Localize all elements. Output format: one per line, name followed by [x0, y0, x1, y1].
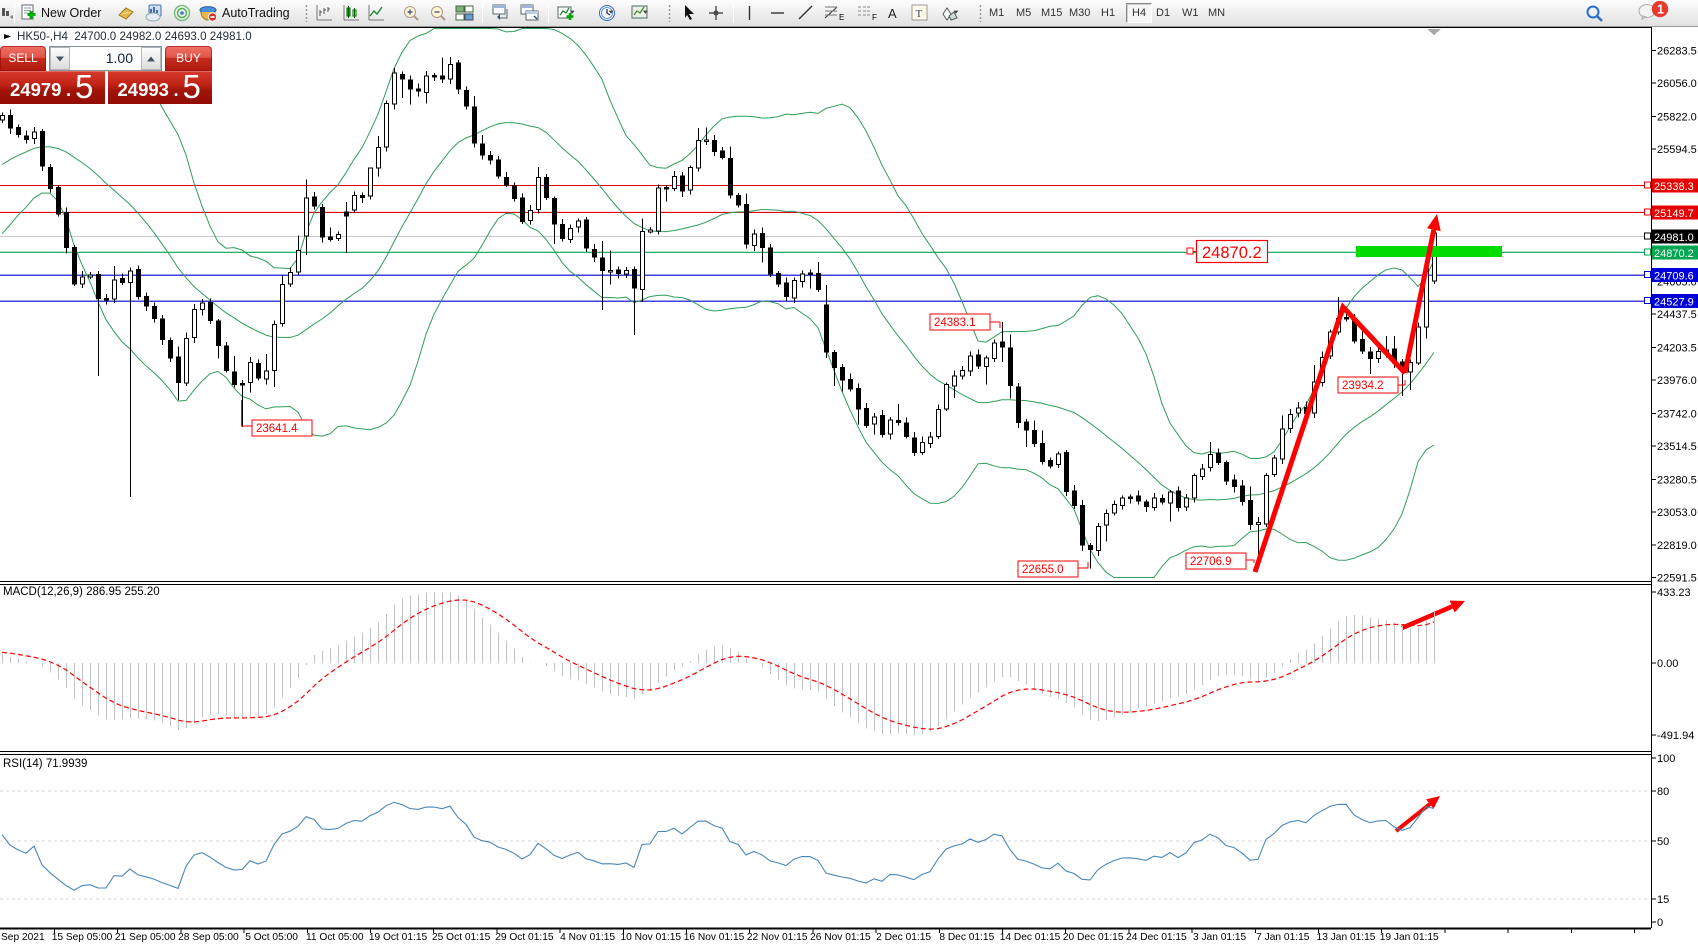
svg-text:22819.0: 22819.0: [1657, 540, 1697, 552]
svg-text:MACD(12,26,9) 286.95 255.20: MACD(12,26,9) 286.95 255.20: [3, 586, 160, 598]
svg-text:Sep 2021: Sep 2021: [1, 932, 45, 943]
svg-text:10 Nov 01:15: 10 Nov 01:15: [620, 932, 681, 943]
svg-text:1: 1: [1657, 3, 1664, 17]
svg-text:24870.2: 24870.2: [1202, 244, 1262, 262]
svg-text:23514.5: 23514.5: [1657, 441, 1697, 453]
svg-text:29 Oct 01:15: 29 Oct 01:15: [495, 932, 554, 943]
svg-text:-491.94: -491.94: [1657, 730, 1694, 742]
svg-text:100: 100: [1657, 753, 1675, 765]
svg-text:24709.6: 24709.6: [1654, 271, 1694, 283]
svg-text:3 Jan 01:15: 3 Jan 01:15: [1193, 932, 1247, 943]
svg-text:21 Sep 05:00: 21 Sep 05:00: [115, 932, 176, 943]
svg-text:14 Dec 01:15: 14 Dec 01:15: [1000, 932, 1061, 943]
svg-text:T: T: [916, 8, 923, 20]
svg-text:19 Oct 01:15: 19 Oct 01:15: [369, 932, 428, 943]
svg-text:433.23: 433.23: [1657, 587, 1691, 599]
svg-text:26056.0: 26056.0: [1657, 78, 1697, 90]
svg-text:25149.7: 25149.7: [1654, 208, 1694, 220]
svg-text:24437.5: 24437.5: [1657, 309, 1697, 321]
svg-text:24870.2: 24870.2: [1654, 248, 1694, 260]
svg-text:23053.0: 23053.0: [1657, 507, 1697, 519]
svg-text:25822.0: 25822.0: [1657, 111, 1697, 123]
svg-text:F: F: [872, 13, 877, 22]
svg-text:RSI(14) 71.9939: RSI(14) 71.9939: [3, 758, 87, 770]
svg-text:E: E: [839, 13, 844, 22]
svg-text:25338.3: 25338.3: [1654, 181, 1694, 193]
svg-text:80: 80: [1657, 786, 1669, 798]
svg-text:25594.5: 25594.5: [1657, 144, 1697, 156]
svg-text:23280.5: 23280.5: [1657, 474, 1697, 486]
svg-text:26283.5: 26283.5: [1657, 46, 1697, 58]
svg-text:24527.9: 24527.9: [1654, 297, 1694, 309]
svg-text:0: 0: [1657, 917, 1663, 929]
svg-text:7 Jan 01:15: 7 Jan 01:15: [1256, 932, 1310, 943]
svg-text:15 Sep 05:00: 15 Sep 05:00: [52, 932, 113, 943]
svg-text:11 Oct 05:00: 11 Oct 05:00: [306, 932, 364, 943]
svg-text:23934.2: 23934.2: [1342, 380, 1384, 392]
svg-text:5 Oct 05:00: 5 Oct 05:00: [245, 932, 298, 943]
svg-text:0.00: 0.00: [1657, 658, 1678, 670]
svg-text:22706.9: 22706.9: [1190, 556, 1232, 568]
svg-text:24383.1: 24383.1: [934, 317, 976, 329]
svg-text:24981.0: 24981.0: [1654, 232, 1694, 244]
svg-text:22591.5: 22591.5: [1657, 573, 1697, 585]
svg-text:23976.0: 23976.0: [1657, 375, 1697, 387]
svg-text:50: 50: [1657, 836, 1669, 848]
svg-text:HK50-,H4 24700.0 24982.0 2469: HK50-,H4 24700.0 24982.0 24693.0 24981.0: [17, 30, 252, 43]
svg-text:23742.0: 23742.0: [1657, 408, 1697, 420]
svg-text:22 Nov 01:15: 22 Nov 01:15: [747, 932, 808, 943]
svg-text:4 Nov 01:15: 4 Nov 01:15: [560, 932, 615, 943]
svg-text:15: 15: [1657, 894, 1669, 906]
svg-text:19 Jan 01:15: 19 Jan 01:15: [1380, 932, 1439, 943]
svg-text:2 Dec 01:15: 2 Dec 01:15: [876, 932, 931, 943]
svg-text:16 Nov 01:15: 16 Nov 01:15: [684, 932, 745, 943]
svg-text:8 Dec 01:15: 8 Dec 01:15: [939, 932, 994, 943]
svg-text:26 Nov 01:15: 26 Nov 01:15: [810, 932, 871, 943]
svg-text:25 Oct 01:15: 25 Oct 01:15: [432, 932, 491, 943]
svg-text:20 Dec 01:15: 20 Dec 01:15: [1063, 932, 1124, 943]
svg-text:24 Dec 01:15: 24 Dec 01:15: [1126, 932, 1187, 943]
svg-text:22655.0: 22655.0: [1022, 564, 1064, 576]
svg-text:13 Jan 01:15: 13 Jan 01:15: [1317, 932, 1376, 943]
svg-text:23641.4: 23641.4: [256, 423, 298, 435]
svg-text:28 Sep 05:00: 28 Sep 05:00: [178, 932, 239, 943]
svg-text:24203.5: 24203.5: [1657, 343, 1697, 355]
